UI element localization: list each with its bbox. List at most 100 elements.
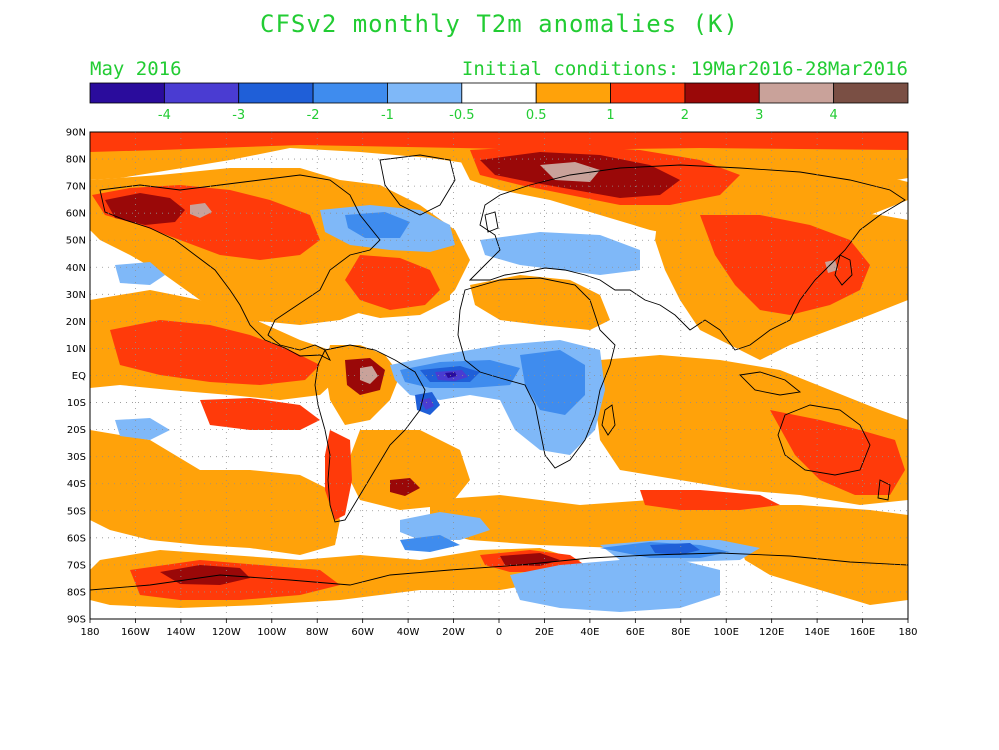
s-pacific-cool-patch <box>115 418 170 440</box>
australia-coastline <box>777 404 871 476</box>
latitude-label: 60N <box>66 209 86 220</box>
australia-east-red <box>770 410 905 495</box>
arctic-red-strip <box>90 132 908 152</box>
uk-coastline <box>484 211 499 233</box>
longitude-label: 120W <box>212 627 241 638</box>
latitude-label: 80N <box>66 155 86 166</box>
central-africa-cool-mid <box>520 350 585 415</box>
madagascar-coastline <box>601 404 616 436</box>
valid-month-label: May 2016 <box>90 58 182 80</box>
latitude-labels: 90N 80N 70N 60N 50N 40N 30N 20N 10N EQ 10S 20S 30S 40… <box>66 128 86 626</box>
tropical-atlantic-cool-extreme <box>445 372 457 378</box>
latitude-label: 20N <box>66 317 86 328</box>
latitude-label: 10N <box>66 344 86 355</box>
longitude-label: 80E <box>671 627 690 638</box>
east-asia-red <box>700 215 870 315</box>
africa-coastline <box>457 277 616 469</box>
antarctic-cool <box>510 560 720 612</box>
colorbar-tick-label: 1 <box>606 108 614 123</box>
latitude-label: 50N <box>66 236 86 247</box>
andes-red <box>325 430 352 520</box>
alaska-darkred <box>105 193 185 225</box>
latitude-label: 70N <box>66 182 86 193</box>
latitude-label: 40N <box>66 263 86 274</box>
south-atlantic-warm <box>345 430 470 510</box>
south-america-coastline <box>314 344 426 523</box>
colorbar-swatch <box>387 82 463 104</box>
amazon-extreme <box>360 366 378 384</box>
colorbar-swatch <box>758 82 835 104</box>
colorbar-tick-labels: -4 -3 -2 -1 -0.5 0.5 1 2 3 4 <box>158 108 838 123</box>
colorbar-tick-label: 4 <box>829 108 837 123</box>
new-zealand-coastline <box>877 479 891 501</box>
latitude-label: 60S <box>67 533 86 544</box>
antarctic-cool-strong <box>650 543 700 555</box>
colorbar <box>89 82 909 104</box>
graticule <box>90 132 908 619</box>
south-atlantic-cool <box>400 512 490 540</box>
longitude-label: 160E <box>850 627 875 638</box>
coastlines <box>90 154 908 591</box>
colorbar-swatch <box>684 82 760 104</box>
latitude-label: EQ <box>72 371 86 382</box>
latitude-label: 40S <box>67 479 86 490</box>
east-asia-extreme <box>825 260 838 273</box>
colorbar-swatch <box>535 82 611 104</box>
longitude-label: 140E <box>804 627 829 638</box>
extreme-warm-anomaly-regions <box>190 162 838 384</box>
longitude-label: 20W <box>442 627 465 638</box>
southern-ocean-red <box>640 490 780 510</box>
latitude-label: 70S <box>67 560 86 571</box>
colorbar-swatch <box>610 82 686 104</box>
extreme-cool-anomaly-regions <box>445 372 457 378</box>
brazil-cool-core <box>420 398 434 410</box>
longitude-label: 180 <box>898 627 917 638</box>
colorbar-swatch <box>238 82 314 104</box>
latitude-label: 50S <box>67 506 86 517</box>
colorbar-tick-label: -3 <box>232 108 245 123</box>
initial-conditions-label: Initial conditions: 19Mar2016-28Mar2016 <box>461 58 908 80</box>
south-indian-warm <box>740 540 908 605</box>
antarctica-coastline <box>90 552 908 591</box>
latitude-label: 20S <box>67 425 86 436</box>
colorbar-swatch <box>833 82 909 104</box>
atlantic-red <box>345 255 440 310</box>
s-ocean-cool-mid <box>400 535 460 552</box>
colorbar-tick-label: 2 <box>681 108 689 123</box>
longitude-label: 180 <box>80 627 99 638</box>
latitude-label: 80S <box>67 587 86 598</box>
longitude-label: 0 <box>496 627 502 638</box>
colorbar-tick-label: 3 <box>755 108 763 123</box>
colorbar-tick-label: -0.5 <box>449 108 474 123</box>
longitude-label: 60W <box>351 627 374 638</box>
colorbar-swatch <box>461 82 537 104</box>
colorbar-tick-label: -4 <box>158 108 171 123</box>
latitude-label: 90S <box>67 615 86 626</box>
latitude-label: 90N <box>66 128 86 139</box>
indonesia-coastline <box>739 371 802 396</box>
siberia-extreme <box>540 162 600 182</box>
japan-coastline <box>834 254 853 286</box>
longitude-label: 20E <box>535 627 554 638</box>
longitude-label: 60E <box>626 627 645 638</box>
south-pacific-red <box>200 398 320 430</box>
colorbar-tick-label: -2 <box>307 108 320 123</box>
longitude-label: 120E <box>759 627 784 638</box>
north-africa-warm <box>470 275 610 330</box>
colorbar-tick-label: -1 <box>381 108 394 123</box>
alaska-extreme <box>190 203 212 218</box>
greenland-coastline <box>379 154 456 216</box>
east-pacific-cool-patch <box>115 262 165 285</box>
s-atlantic-darkred <box>390 478 420 496</box>
latitude-label: 30N <box>66 290 86 301</box>
east-pacific-red <box>110 320 320 385</box>
longitude-label: 160W <box>121 627 150 638</box>
longitude-label: 140W <box>166 627 195 638</box>
north-atlantic-cool-mid <box>345 212 410 238</box>
chart-title: CFSv2 monthly T2m anomalies (K) <box>260 10 739 38</box>
longitude-label: 40E <box>580 627 599 638</box>
eurasia-cool <box>480 232 640 275</box>
colorbar-tick-label: 0.5 <box>526 108 547 123</box>
colorbar-swatch <box>312 82 388 104</box>
